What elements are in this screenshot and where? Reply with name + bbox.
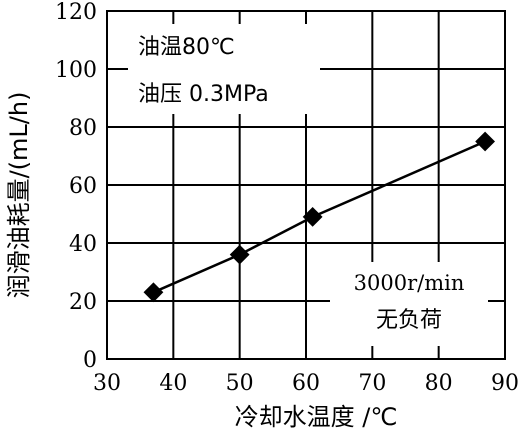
x-axis-label: 冷却水温度 /℃ <box>235 403 398 431</box>
annotation-top-left-box <box>128 24 320 114</box>
x-tick-label: 30 <box>93 371 121 396</box>
series-group <box>143 131 495 303</box>
data-point <box>475 131 495 152</box>
data-point <box>302 207 323 227</box>
data-point <box>143 282 164 303</box>
plot-frame <box>106 10 506 360</box>
y-axis-label: 润滑油耗量/(mL/h) <box>5 92 33 299</box>
annotation-no-load: 无负荷 <box>376 308 442 333</box>
annotation-speed: 3000r/min <box>354 271 465 295</box>
y-tick-label: 100 <box>55 58 97 83</box>
x-tick-label: 50 <box>226 371 254 396</box>
y-tick-label: 60 <box>69 174 97 199</box>
x-tick-label: 80 <box>425 371 453 396</box>
data-point <box>229 244 250 265</box>
y-tick-label: 120 <box>55 0 97 25</box>
annotation-oil-pressure: 油压 0.3MPa <box>138 82 269 107</box>
x-tick-label: 70 <box>358 371 386 396</box>
y-tick-label: 0 <box>83 348 97 373</box>
y-tick-label: 20 <box>69 290 97 315</box>
y-axis-ticks: 0 20 40 60 80 100 120 <box>55 0 97 373</box>
y-tick-label: 80 <box>69 116 97 141</box>
annotation-oil-temp: 油温80℃ <box>138 35 235 60</box>
annotation-bottom-right-box <box>330 262 488 346</box>
x-tick-label: 40 <box>159 371 187 396</box>
series-line <box>152 140 486 294</box>
x-axis-ticks: 30 40 50 60 70 80 90 <box>93 371 518 396</box>
x-tick-label: 90 <box>491 371 518 396</box>
x-tick-label: 60 <box>292 371 320 396</box>
y-tick-label: 40 <box>69 232 97 257</box>
